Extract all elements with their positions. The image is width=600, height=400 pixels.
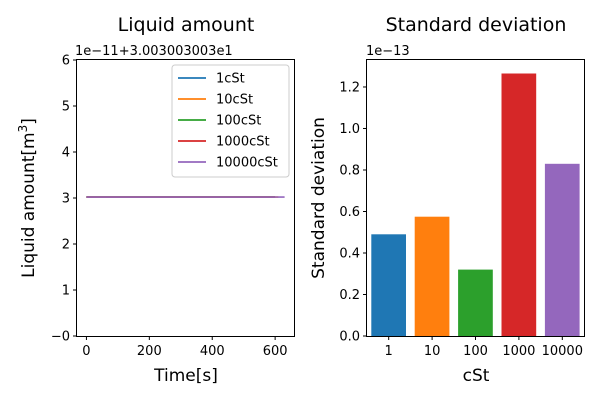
chart1-y-tick-label: 2 bbox=[62, 238, 70, 253]
chart1-y-axis-label: Liquid amount[m3] bbox=[16, 118, 39, 278]
chart1-y-tick-label: 4 bbox=[62, 146, 70, 161]
liquid-amount-chart: Liquid amount 1e−11+3.003003003e1 −0 1 2 3 4… bbox=[16, 14, 295, 386]
chart1-y-label-main: Liquid amount[m bbox=[19, 132, 39, 277]
chart1-y-tick-label: 1 bbox=[62, 284, 70, 299]
chart2-y-tick-label: 0.2 bbox=[339, 288, 360, 303]
chart1-legend-box bbox=[171, 64, 290, 178]
chart1-legend-label-3: 1000cSt bbox=[216, 135, 270, 150]
chart1-y-tick-label: 3 bbox=[62, 192, 70, 207]
chart2-bar-1000 bbox=[501, 73, 537, 336]
chart1-x-tick-label: 0 bbox=[82, 344, 90, 359]
chart2-x-tick-label: 10 bbox=[424, 344, 441, 359]
chart1-legend-label-4: 10000cSt bbox=[216, 156, 278, 171]
chart2-y-ticks: 0.0 0.2 0.4 0.6 0.8 1.0 1.2 bbox=[339, 80, 367, 345]
chart1-y-tick-label: 5 bbox=[62, 100, 70, 115]
chart1-y-ticks: −0 1 2 3 4 5 6 bbox=[51, 54, 77, 345]
chart1-y-tick-label: −0 bbox=[51, 330, 70, 345]
standard-deviation-chart: Standard deviation 1e−13 0.0 0.2 0.4 0.6 0.8… bbox=[309, 14, 585, 386]
chart2-y-tick-label: 1.2 bbox=[339, 80, 360, 95]
chart1-y-label-superscript: 3 bbox=[16, 125, 30, 133]
chart2-x-ticks: 1 10 100 1000 10000 bbox=[385, 336, 583, 359]
chart2-offset-label: 1e−13 bbox=[366, 44, 410, 59]
chart1-x-axis-label: Time[s] bbox=[153, 366, 218, 386]
chart2-bar-10 bbox=[414, 216, 450, 336]
chart2-title: Standard deviation bbox=[386, 14, 567, 36]
chart1-legend: 1cSt 10cSt 100cSt 1000cSt 10000cSt bbox=[171, 64, 290, 178]
chart2-frame bbox=[366, 59, 585, 337]
chart2-y-tick-label: 0.6 bbox=[339, 205, 360, 220]
chart2-bar-1 bbox=[371, 234, 406, 336]
chart2-bar-10000 bbox=[544, 163, 580, 336]
chart2-y-axis-label: Standard deviation bbox=[309, 117, 329, 279]
chart1-x-tick-label: 600 bbox=[263, 344, 288, 359]
chart1-frame bbox=[76, 59, 295, 337]
chart2-y-tick-label: 0.8 bbox=[339, 163, 360, 178]
chart2-bar-100 bbox=[458, 269, 493, 336]
chart2-x-tick-label: 10000 bbox=[542, 344, 583, 359]
chart2-x-tick-label: 100 bbox=[463, 344, 488, 359]
chart1-y-tick-label: 6 bbox=[62, 54, 70, 69]
chart1-y-label-end: ] bbox=[19, 118, 39, 125]
chart1-legend-label-0: 1cSt bbox=[216, 72, 245, 87]
chart2-x-tick-label: 1 bbox=[385, 344, 393, 359]
chart1-x-ticks: 0 200 400 600 bbox=[82, 336, 288, 359]
chart2-bars bbox=[371, 73, 580, 336]
chart2-x-axis-label: cSt bbox=[463, 366, 490, 386]
chart2-y-tick-label: 0.4 bbox=[339, 246, 360, 261]
chart1-legend-label-2: 100cSt bbox=[216, 114, 261, 129]
chart1-offset-label: 1e−11+3.003003003e1 bbox=[75, 44, 233, 59]
chart2-y-tick-label: 0.0 bbox=[339, 330, 360, 345]
chart1-legend-label-1: 10cSt bbox=[216, 93, 253, 108]
chart2-y-tick-label: 1.0 bbox=[339, 122, 360, 137]
chart1-x-tick-label: 200 bbox=[137, 344, 162, 359]
chart2-x-tick-label: 1000 bbox=[502, 344, 535, 359]
chart1-title: Liquid amount bbox=[118, 14, 255, 36]
chart1-x-tick-label: 400 bbox=[200, 344, 225, 359]
